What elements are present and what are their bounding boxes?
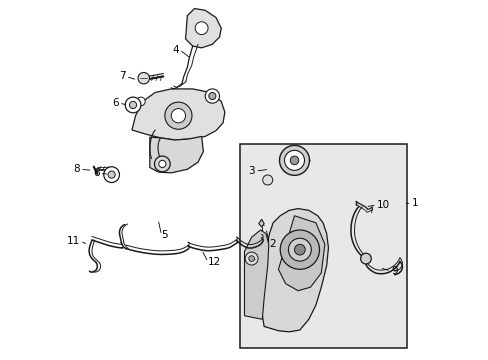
Bar [240,144,406,348]
Text: 8: 8 [73,164,80,174]
Circle shape [290,156,298,165]
Polygon shape [278,216,324,291]
Circle shape [284,150,304,170]
Polygon shape [244,230,268,319]
Circle shape [205,89,219,103]
Text: 3: 3 [248,166,255,176]
Text: 12: 12 [207,257,221,267]
Circle shape [159,160,165,167]
Text: 5: 5 [162,230,168,240]
Circle shape [171,109,185,123]
Circle shape [195,22,207,35]
Circle shape [208,93,216,100]
Circle shape [280,230,319,269]
Circle shape [360,253,370,264]
Text: 2: 2 [269,239,276,249]
Polygon shape [258,219,264,227]
Circle shape [136,97,145,106]
Circle shape [279,145,309,175]
Text: 1: 1 [411,198,417,208]
Circle shape [244,252,258,265]
Circle shape [108,171,115,178]
Polygon shape [132,89,224,140]
Circle shape [262,175,272,185]
Text: 7: 7 [119,71,125,81]
Text: 4: 4 [172,45,179,55]
Text: 6: 6 [112,98,119,108]
Text: 10: 10 [376,200,389,210]
Circle shape [288,238,311,261]
Circle shape [164,102,192,129]
Polygon shape [149,136,203,173]
Text: 6: 6 [93,168,100,178]
Polygon shape [185,9,221,48]
Circle shape [294,244,305,255]
Circle shape [125,97,141,113]
Circle shape [129,102,136,109]
Text: 9: 9 [390,266,397,276]
Polygon shape [260,208,328,332]
Circle shape [103,167,119,183]
Text: 11: 11 [67,236,80,246]
Circle shape [248,256,254,261]
Circle shape [138,72,149,84]
Circle shape [154,156,170,172]
